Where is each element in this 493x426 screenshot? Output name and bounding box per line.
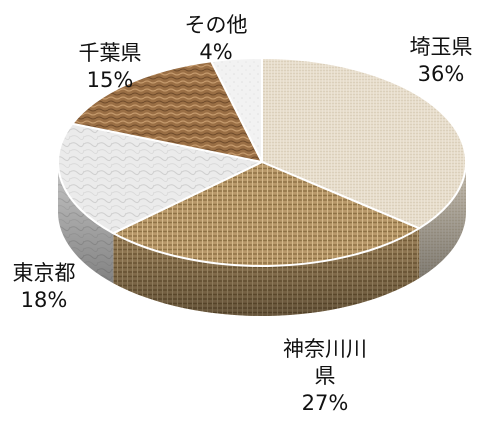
slice-label-kanagawa-percent: 27% [301, 391, 349, 415]
slice-label-kanagawa: 神奈川川 県 27% [270, 336, 380, 417]
slice-label-saitama-name: 埼玉県 [409, 35, 473, 59]
slice-label-other: その他 4% [166, 12, 266, 66]
pie-slice-kanagawa [111, 160, 422, 267]
pie-side-shade-saitama [419, 162, 466, 279]
slice-label-kanagawa-name-line1: 神奈川川 [283, 337, 367, 361]
slice-label-kanagawa-name-line2: 県 [314, 364, 336, 388]
pie-slice-chiba [70, 60, 264, 164]
pie-side-saitama [419, 162, 466, 279]
slice-label-chiba-percent: 15% [86, 68, 134, 92]
pie-side-layer [58, 162, 466, 317]
slice-label-other-name: その他 [184, 13, 248, 37]
slice-label-other-percent: 4% [199, 40, 233, 64]
slice-label-saitama: 埼玉県 36% [386, 34, 493, 88]
slice-label-tokyo-percent: 18% [20, 288, 68, 312]
pie-top-layer [57, 56, 467, 267]
pie-side-shade-tokyo [58, 162, 114, 284]
pie-side-kanagawa [113, 228, 420, 317]
slice-label-chiba: 千葉県 15% [55, 40, 165, 94]
pie-slice-other [209, 56, 263, 163]
pie-slice-tokyo [57, 122, 266, 235]
pie-slice-saitama [261, 56, 467, 230]
slice-label-chiba-name: 千葉県 [78, 41, 142, 65]
pie-side-shade-kanagawa [113, 228, 420, 317]
pie-side-tokyo [58, 162, 114, 284]
slice-label-tokyo-name: 東京都 [12, 261, 76, 285]
slice-label-saitama-percent: 36% [417, 62, 465, 86]
slice-label-tokyo: 東京都 18% [0, 260, 88, 314]
